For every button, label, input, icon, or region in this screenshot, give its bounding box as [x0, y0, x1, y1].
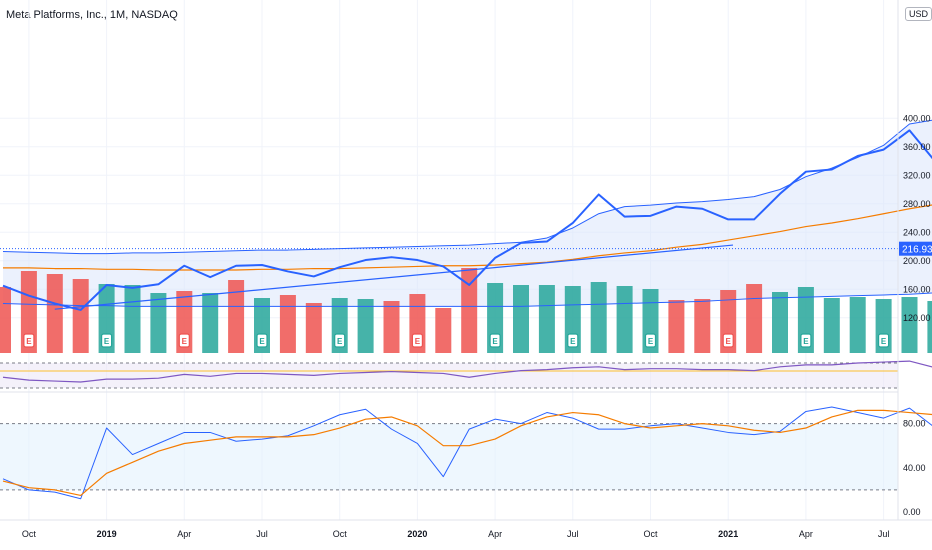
earnings-marker — [178, 333, 190, 348]
volume-bar — [202, 293, 219, 353]
earnings-marker-label: E — [182, 337, 188, 346]
stoch-k-line — [2, 406, 932, 500]
volume-bar — [616, 286, 633, 353]
volume-bar — [668, 300, 685, 353]
earnings-marker-label: E — [881, 337, 887, 346]
volume-bar — [513, 285, 529, 353]
time-tick-label: Apr — [799, 529, 813, 539]
stochastic-pane — [0, 406, 932, 500]
earnings-marker — [23, 333, 35, 348]
bollinger-band — [3, 120, 932, 307]
currency-button[interactable]: USD — [905, 7, 932, 21]
time-tick-label: Jul — [256, 529, 268, 539]
volume-bar — [823, 298, 840, 353]
rsi-pane — [0, 360, 932, 393]
earnings-marker — [100, 333, 113, 348]
volume-bar — [72, 279, 89, 353]
volume-bar — [305, 303, 322, 353]
volume-bar — [150, 293, 167, 353]
stoch-tick-label: 40.00 — [903, 463, 926, 473]
price-tick-label: 320.00 — [903, 170, 931, 180]
time-tick-label: Oct — [22, 529, 37, 539]
price-line — [2, 129, 932, 311]
volume-bar — [694, 299, 711, 353]
earnings-marker-label: E — [259, 337, 265, 346]
time-tick-label: Apr — [177, 529, 191, 539]
volume-bar — [46, 274, 63, 353]
price-tick-label: 400.00 — [903, 113, 931, 123]
rsi-band — [0, 363, 898, 388]
price-tick-label: 360.00 — [903, 142, 931, 152]
volume-bar — [279, 295, 296, 353]
rsi-line — [2, 360, 932, 383]
earnings-marker — [411, 333, 423, 348]
earnings-marker — [334, 333, 346, 348]
time-tick-label: 2020 — [407, 529, 427, 539]
earnings-markers: EEEEEEEEEEEEEEE — [23, 333, 890, 348]
volume-bar — [772, 292, 788, 353]
volume-bar — [0, 287, 11, 353]
trend-line — [54, 244, 734, 310]
bollinger-upper-line — [2, 119, 932, 255]
stoch-tick-label: 0.00 — [903, 507, 921, 517]
volume-bar — [746, 284, 763, 353]
volume-bar — [927, 301, 932, 353]
last-price-badge — [899, 241, 932, 256]
earnings-marker-label: E — [104, 337, 110, 346]
earnings-marker — [489, 333, 501, 348]
earnings-marker — [877, 333, 890, 348]
volume-bar — [461, 268, 478, 353]
earnings-marker — [256, 333, 268, 348]
volume-bar — [435, 308, 452, 353]
volume-bar — [383, 301, 400, 353]
earnings-marker — [800, 333, 812, 348]
price-tick-label: 240.00 — [903, 227, 931, 237]
volume-bar — [357, 299, 374, 353]
volume-bar — [20, 271, 37, 353]
volume-bar — [538, 285, 555, 353]
earnings-marker-label: E — [492, 337, 498, 346]
earnings-marker-label: E — [803, 337, 809, 346]
bollinger-fill — [3, 120, 932, 307]
earnings-marker-label: E — [337, 337, 343, 346]
time-tick-label: Jul — [567, 529, 579, 539]
bollinger-lower-line — [2, 292, 932, 307]
earnings-marker-label: E — [26, 337, 32, 346]
volume-bar — [124, 285, 141, 353]
stoch-tick-label: 80.00 — [903, 419, 926, 429]
time-tick-label: Oct — [333, 529, 348, 539]
volume-bar — [590, 282, 607, 353]
earnings-marker-label: E — [570, 337, 576, 346]
price-lines — [0, 119, 932, 311]
last-price-label: 216.93 — [902, 245, 932, 256]
earnings-marker — [722, 333, 734, 348]
time-tick-label: 2021 — [718, 529, 738, 539]
time-tick-label: Oct — [643, 529, 658, 539]
volume-bars — [0, 268, 932, 353]
volume-bar — [849, 297, 866, 353]
price-tick-label: 200.00 — [903, 256, 931, 266]
volume-bar — [228, 280, 245, 353]
earnings-marker-label: E — [726, 337, 732, 346]
price-tick-label: 160.00 — [903, 284, 931, 294]
price-tick-label: 120.00 — [903, 313, 931, 323]
chart-title: Meta Platforms, Inc., 1M, NASDAQ — [6, 9, 178, 21]
earnings-marker — [567, 333, 579, 348]
time-tick-label: 2019 — [97, 529, 117, 539]
earnings-marker-label: E — [648, 337, 654, 346]
earnings-marker — [644, 333, 657, 348]
time-tick-label: Jul — [878, 529, 890, 539]
time-tick-label: Apr — [488, 529, 502, 539]
price-tick-label: 280.00 — [903, 199, 931, 209]
earnings-marker-label: E — [415, 337, 421, 346]
stoch-d-line — [2, 409, 932, 497]
volume-bar — [901, 297, 918, 353]
